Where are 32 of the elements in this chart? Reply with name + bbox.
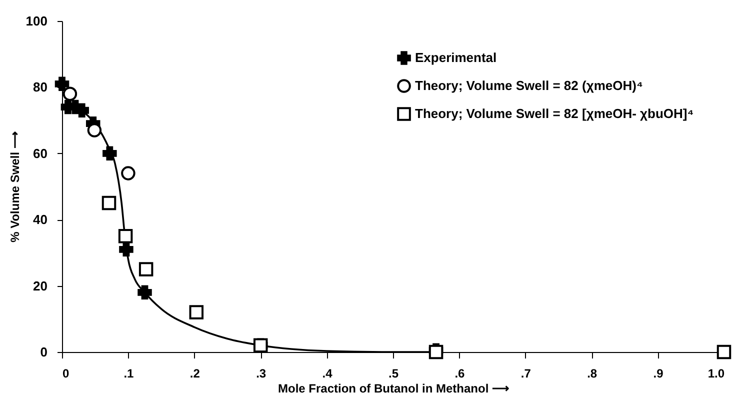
point bbox=[189, 305, 204, 320]
x-tick-label: .1 bbox=[124, 366, 134, 380]
x-tick-label: 0 bbox=[62, 366, 70, 380]
legend-label: Theory; Volume Swell = 82 (χmeOH)⁴ bbox=[415, 78, 643, 93]
x-tick-label: .6 bbox=[454, 366, 466, 380]
y-tick-label: 80 bbox=[33, 80, 48, 95]
point bbox=[138, 285, 152, 300]
x-axis-title: Mole Fraction of Butanol in Methanol ⟶ bbox=[278, 382, 509, 396]
x-tick-label: .4 bbox=[322, 366, 333, 380]
point bbox=[54, 76, 70, 92]
point bbox=[102, 196, 116, 210]
x-tick-label: .5 bbox=[388, 366, 399, 380]
x-tick-label: 1.0 bbox=[708, 366, 725, 380]
y-tick-label: 20 bbox=[33, 278, 48, 294]
y-tick-label: 0 bbox=[40, 344, 48, 360]
legend-label: Theory; Volume Swell = 82 [χmeOH- χbuOH]⁴ bbox=[415, 106, 694, 121]
x-tick-label: .3 bbox=[256, 366, 266, 380]
y-tick-label: 40 bbox=[33, 212, 48, 228]
point bbox=[119, 242, 134, 257]
y-axis-title: % Volume Swell ⟶ bbox=[8, 132, 22, 242]
point bbox=[138, 262, 154, 276]
y-tick-label: 60 bbox=[33, 146, 48, 161]
point bbox=[716, 344, 732, 360]
x-tick-label: .2 bbox=[190, 366, 200, 380]
point bbox=[102, 146, 117, 161]
x-tick-label: .7 bbox=[520, 366, 532, 380]
x-tick-label: .9 bbox=[653, 366, 664, 380]
y-tick-label: 100 bbox=[26, 14, 48, 28]
x-tick-label: .8 bbox=[587, 366, 598, 380]
point bbox=[118, 229, 133, 244]
legend-label: Experimental bbox=[415, 50, 497, 65]
point bbox=[87, 123, 102, 138]
